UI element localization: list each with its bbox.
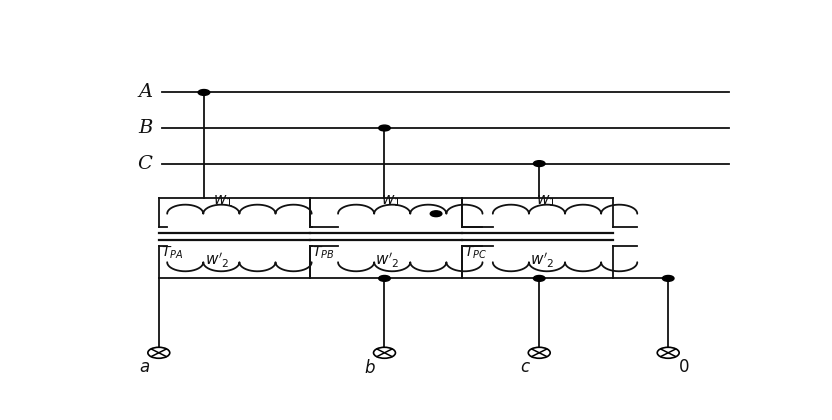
Text: $w_1$: $w_1$: [536, 193, 556, 209]
Circle shape: [198, 89, 210, 95]
Text: $0$: $0$: [678, 359, 690, 376]
Text: $a$: $a$: [139, 359, 150, 376]
Text: $T_{PB}$: $T_{PB}$: [312, 244, 334, 261]
Text: $c$: $c$: [520, 359, 531, 376]
Text: $w'_2$: $w'_2$: [205, 251, 229, 270]
Text: $w_1$: $w_1$: [381, 193, 401, 209]
Circle shape: [379, 276, 390, 281]
Circle shape: [379, 125, 390, 131]
Circle shape: [533, 276, 545, 281]
Circle shape: [533, 161, 545, 166]
Text: B: B: [138, 119, 152, 137]
Circle shape: [662, 276, 674, 281]
Text: $T_{PA}$: $T_{PA}$: [161, 244, 183, 261]
Text: A: A: [138, 84, 152, 102]
Text: $b$: $b$: [364, 359, 376, 377]
Text: $T_{PC}$: $T_{PC}$: [463, 244, 487, 261]
Circle shape: [430, 211, 442, 217]
Text: C: C: [137, 155, 152, 173]
Text: $w_1$: $w_1$: [213, 193, 234, 209]
Text: $w'_2$: $w'_2$: [530, 251, 555, 270]
Text: $w'_2$: $w'_2$: [375, 251, 400, 270]
